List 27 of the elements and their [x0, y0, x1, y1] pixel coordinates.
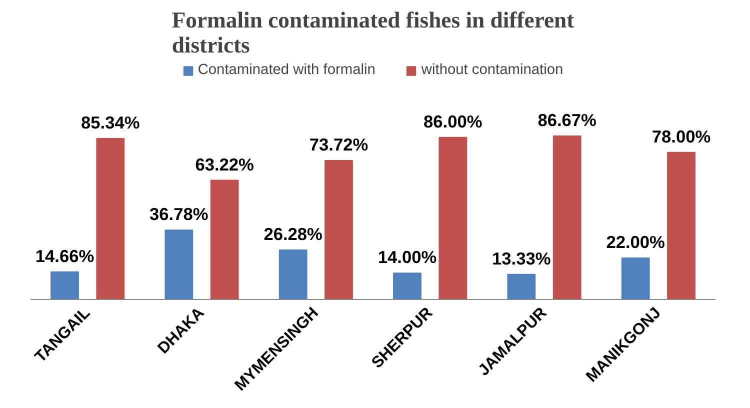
data-label: 36.78% [150, 204, 208, 224]
data-label: 73.72% [309, 134, 368, 154]
bar [621, 258, 650, 300]
bar [507, 274, 536, 300]
bar [96, 138, 125, 300]
data-label: 14.66% [35, 246, 94, 266]
data-label: 86.67% [538, 110, 596, 130]
data-label: 78.00% [652, 126, 711, 146]
data-label: 13.33% [492, 248, 551, 268]
bar [50, 271, 79, 300]
legend-label: without contamination [421, 62, 564, 78]
bar [278, 249, 308, 300]
data-label: 22.00% [606, 232, 665, 252]
bar [552, 136, 582, 300]
data-label: 63.22% [195, 154, 254, 174]
bar [393, 272, 422, 300]
chart-title: Formalin contaminated fishes in different districts [172, 8, 575, 58]
data-label: 85.34% [81, 112, 140, 133]
bar [324, 160, 353, 300]
bar [438, 136, 468, 300]
bar [667, 152, 696, 300]
data-label: 86.00% [424, 111, 482, 132]
bar [164, 230, 194, 300]
data-label: 14.00% [378, 247, 437, 268]
bar [210, 180, 239, 300]
data-label: 26.28% [264, 224, 322, 244]
legend-label: Contaminated with formalin [198, 62, 376, 78]
